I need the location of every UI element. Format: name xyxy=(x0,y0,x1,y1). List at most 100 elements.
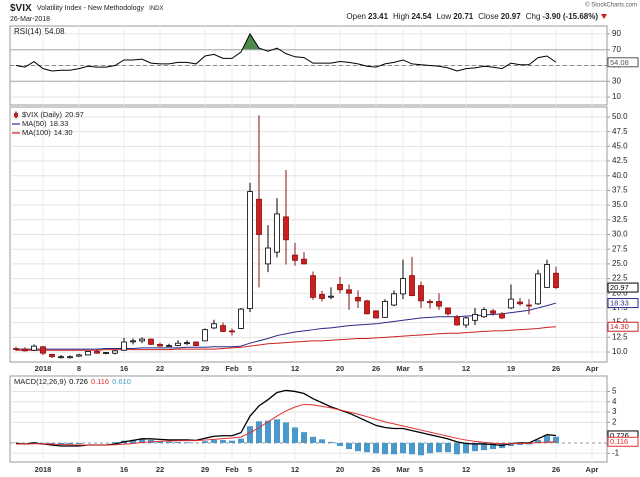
last-value: 0.726 xyxy=(610,431,629,440)
y-tick-label: 35.0 xyxy=(612,200,628,209)
histogram-bar xyxy=(400,442,406,454)
y-tick-label: 37.5 xyxy=(612,186,628,195)
symbol: $VIX xyxy=(10,3,32,14)
stat-value: 24.54 xyxy=(411,12,432,21)
histogram-bar xyxy=(166,441,172,443)
legend-name: MA(100) xyxy=(22,128,51,137)
candle-body xyxy=(256,198,262,235)
last-value: 18.33 xyxy=(610,299,629,308)
histogram-bar xyxy=(202,441,208,443)
histogram-bar xyxy=(112,442,118,443)
panel-frame xyxy=(9,375,608,463)
legend-entry: $VIX (Daily) 20.97 xyxy=(22,110,84,119)
x-tick-label: Mar xyxy=(396,465,409,474)
legend-name: MA(50) xyxy=(22,119,47,128)
histogram-bar xyxy=(463,442,469,454)
y-tick-label: 10 xyxy=(612,92,621,101)
histogram-bar xyxy=(265,420,271,443)
x-tick-label: 12 xyxy=(462,364,470,373)
last-value-box xyxy=(607,282,639,293)
x-tick-label: 8 xyxy=(77,465,81,474)
x-tick-label: 5 xyxy=(248,364,252,373)
candle-body xyxy=(247,191,253,309)
histogram-bar xyxy=(76,442,82,444)
histogram-bar xyxy=(517,442,523,446)
y-tick-label: 50.0 xyxy=(612,112,628,121)
last-value: 0.116 xyxy=(610,437,628,446)
candle-body xyxy=(310,275,316,298)
last-value: 20.97 xyxy=(610,283,629,292)
histogram-bar xyxy=(373,442,379,454)
candle-body xyxy=(148,338,154,345)
legend-name: $VIX (Daily) xyxy=(22,110,63,119)
y-tick-label: 45.0 xyxy=(612,141,628,150)
histogram-bar xyxy=(175,442,181,443)
candle-body xyxy=(274,213,280,253)
y-tick-label: 30 xyxy=(612,76,621,85)
histogram-bar xyxy=(139,439,145,443)
moving-average-line xyxy=(16,326,557,351)
candle-body xyxy=(130,340,136,343)
histogram-bar xyxy=(409,442,415,455)
moving-average-line xyxy=(16,302,557,350)
candle-body xyxy=(301,258,307,265)
candle-body xyxy=(220,325,226,332)
histogram-bar xyxy=(508,442,514,447)
candle-body xyxy=(391,293,397,306)
chart-date: 26-Mar-2018 xyxy=(10,16,50,23)
histogram-bar xyxy=(418,442,424,456)
histogram-bar xyxy=(283,422,289,443)
y-tick-label: 3 xyxy=(612,407,617,416)
legend-entry: MA(50) 18.33 xyxy=(22,119,68,128)
candle-body xyxy=(364,300,370,315)
stat-value: 20.71 xyxy=(453,12,474,21)
histogram-bar xyxy=(184,442,190,443)
histogram-bar xyxy=(427,442,433,454)
stat-label: Close xyxy=(478,12,499,21)
x-tick-label: Mar xyxy=(396,364,409,373)
price-stats: Open 23.41 High 24.54 Low 20.71 Close 20.97 Chg -… xyxy=(346,12,598,21)
y-tick-label: 32.5 xyxy=(612,215,628,224)
histogram-bar xyxy=(130,439,136,443)
candle-body xyxy=(49,353,55,358)
candle-body xyxy=(58,356,64,359)
candle-body xyxy=(85,351,91,356)
candle-body xyxy=(535,273,541,305)
macd-legend: MACD(12,26,9) 0.726 0.116 0.610 xyxy=(14,377,131,386)
stat-label: Chg xyxy=(526,12,541,21)
legend-value: 20.97 xyxy=(65,110,84,119)
x-tick-label: 5 xyxy=(419,364,423,373)
x-tick-label: 5 xyxy=(248,465,252,474)
change-arrow xyxy=(601,14,607,19)
exchange: INDX xyxy=(149,6,163,12)
candle-body xyxy=(481,309,487,318)
security-name: Volatility Index - New Methodology xyxy=(37,5,144,12)
candle-body xyxy=(202,329,208,342)
histogram-bar xyxy=(544,435,550,443)
candle-body xyxy=(409,275,415,297)
legend-value: 18.33 xyxy=(50,119,69,128)
macd-value: 0.610 xyxy=(112,377,131,386)
histogram-bar xyxy=(229,440,235,443)
histogram-bar xyxy=(58,442,64,445)
x-tick-label: 20 xyxy=(336,364,344,373)
histogram-bar xyxy=(220,440,226,443)
histogram-bar xyxy=(238,438,244,443)
candle-body xyxy=(292,254,298,261)
x-tick-label: Feb xyxy=(225,364,239,373)
x-tick-label: 26 xyxy=(372,364,380,373)
candle-body xyxy=(373,310,379,319)
y-tick-label: 27.5 xyxy=(612,244,628,253)
y-tick-label: 10.0 xyxy=(612,347,628,356)
histogram-bar xyxy=(382,442,388,455)
rsi-line xyxy=(15,32,557,72)
candle-body xyxy=(22,348,28,352)
candle-body xyxy=(238,308,244,329)
candle-body xyxy=(472,314,478,321)
stat-label: Low xyxy=(437,12,452,21)
x-tick-label: 20 xyxy=(336,465,344,474)
histogram-bar xyxy=(301,432,307,443)
x-tick-label: 8 xyxy=(77,364,81,373)
candle-body xyxy=(283,216,289,241)
histogram-bar xyxy=(274,419,280,443)
